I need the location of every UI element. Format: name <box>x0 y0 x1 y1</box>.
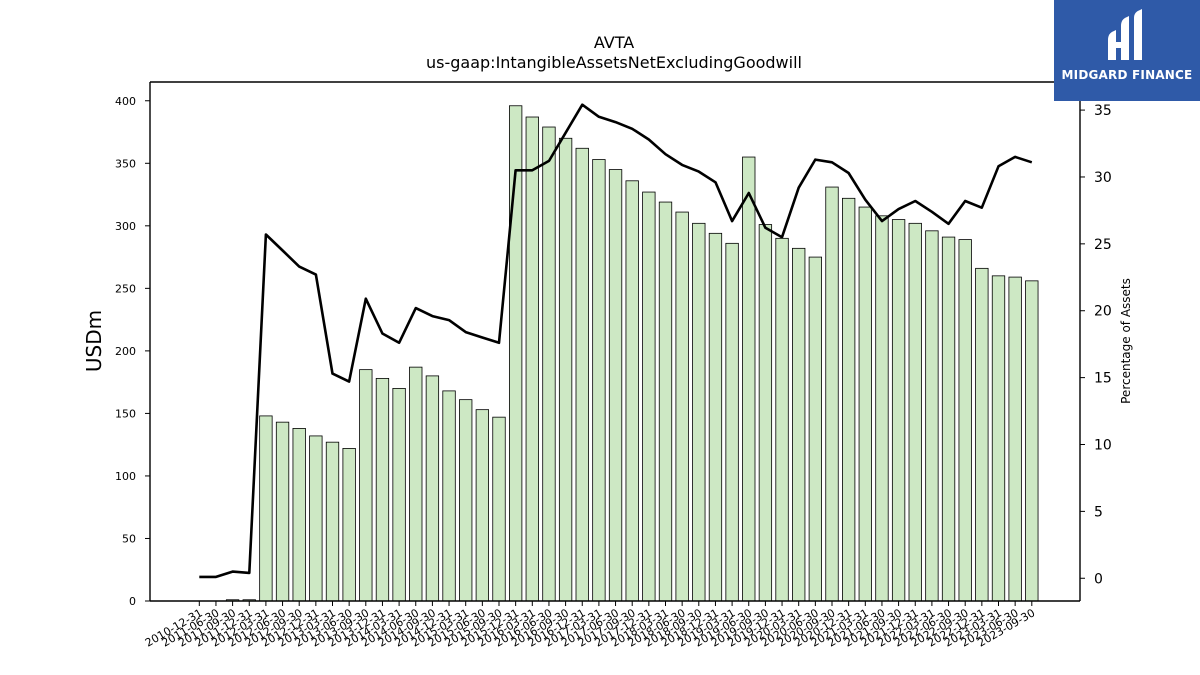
bar <box>975 267 989 602</box>
y-tick-label: 300 <box>115 220 136 233</box>
bar <box>359 369 373 602</box>
bar <box>725 242 739 602</box>
bar <box>425 375 440 602</box>
y-tick-label: 150 <box>115 407 136 420</box>
bar <box>658 201 673 602</box>
bar <box>808 256 822 602</box>
bar <box>592 159 606 602</box>
bar <box>442 390 456 602</box>
bar <box>275 421 290 602</box>
bar <box>259 415 273 602</box>
bar <box>525 116 539 602</box>
bar <box>492 416 506 602</box>
bar <box>941 236 956 602</box>
bar <box>625 180 639 602</box>
bar <box>925 230 939 602</box>
y2-tick-label: 10 <box>1094 437 1112 453</box>
y-tick-label: 250 <box>115 282 136 295</box>
chart-title: AVTA <box>594 33 634 52</box>
y2-tick-label: 0 <box>1094 571 1103 587</box>
bar <box>409 366 423 602</box>
y-tick-label: 100 <box>115 470 136 483</box>
bar <box>542 126 556 602</box>
bar <box>742 156 756 602</box>
y-tick-label: 200 <box>115 345 136 358</box>
y2-axis-label: Percentage of Assets <box>1119 278 1133 404</box>
bar <box>459 399 473 602</box>
bar <box>858 206 872 602</box>
bar <box>642 191 656 602</box>
bar <box>375 377 390 602</box>
bar <box>608 169 623 602</box>
bar <box>292 428 306 602</box>
y-axis-label: USDm <box>82 310 106 372</box>
y2-tick-label: 20 <box>1094 304 1112 320</box>
y2-tick-label: 25 <box>1094 237 1112 253</box>
y2-tick-label: 30 <box>1094 170 1112 186</box>
bar-series <box>225 105 1039 602</box>
axes: 0501001502002503003504000510152025303520… <box>115 81 1112 650</box>
bar <box>1008 276 1022 602</box>
bar <box>325 441 340 602</box>
bar <box>708 232 723 602</box>
brand-logo: MIDGARD FINANCE <box>1054 0 1200 101</box>
y2-tick-label: 15 <box>1094 371 1112 387</box>
bar <box>309 435 323 602</box>
bar <box>475 409 490 602</box>
bar <box>792 247 806 602</box>
bar <box>991 275 1006 602</box>
y-tick-label: 50 <box>122 532 136 545</box>
y2-tick-label: 35 <box>1094 103 1112 119</box>
y-tick-label: 0 <box>129 595 136 608</box>
y2-tick-label: 5 <box>1094 504 1103 520</box>
bar <box>825 186 839 602</box>
y-tick-label: 400 <box>115 95 136 108</box>
bar <box>558 137 573 602</box>
bar <box>875 215 889 602</box>
bar <box>692 222 706 602</box>
bar <box>842 197 856 602</box>
brand-name: MIDGARD FINANCE <box>1061 68 1193 82</box>
bar <box>908 222 922 602</box>
midgard-logo-icon <box>1108 9 1142 60</box>
bar <box>575 147 589 602</box>
bar <box>891 219 906 602</box>
percentage-line <box>199 103 1033 579</box>
chart-subtitle: us-gaap:IntangibleAssetsNetExcludingGood… <box>426 53 802 72</box>
bar <box>775 237 789 602</box>
line-series <box>199 103 1033 579</box>
bar <box>342 448 356 602</box>
y-tick-label: 350 <box>115 157 136 170</box>
bar <box>758 224 773 602</box>
bar <box>1025 280 1039 602</box>
bar <box>675 211 689 602</box>
bar <box>958 239 972 602</box>
bar <box>392 387 406 602</box>
